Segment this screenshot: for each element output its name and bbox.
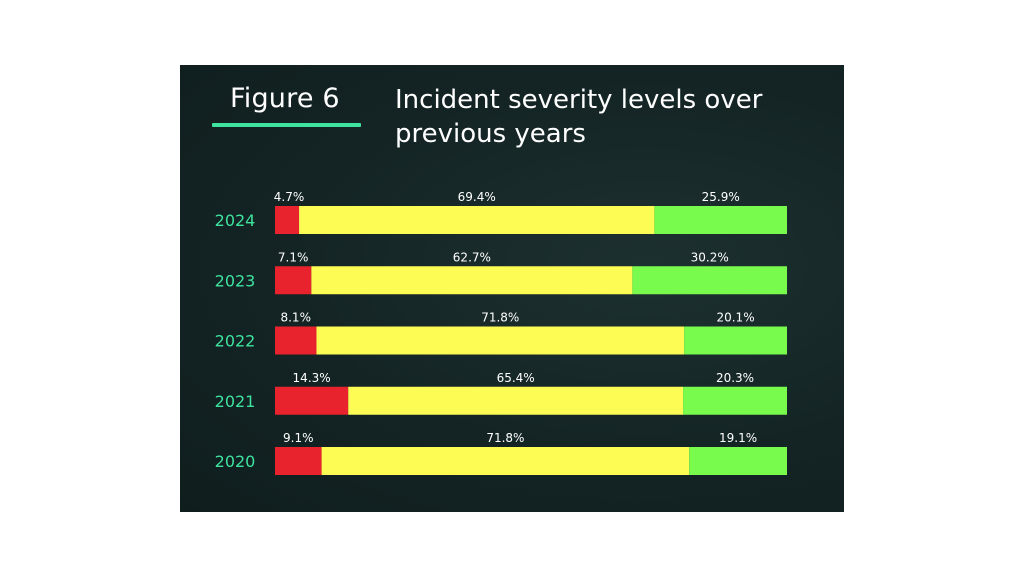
- value-label-2020-high: 9.1%: [283, 431, 314, 445]
- year-label-2023: 2023: [215, 271, 256, 290]
- year-label-2024: 2024: [215, 211, 256, 230]
- value-label-2023-medium: 62.7%: [453, 250, 491, 264]
- value-label-2021-high: 14.3%: [293, 371, 331, 385]
- bar-2022-medium: [316, 326, 685, 355]
- year-label-2021: 2021: [215, 392, 256, 411]
- bar-2020-high: [275, 447, 322, 475]
- value-label-2021-medium: 65.4%: [497, 371, 535, 385]
- value-label-2021-low: 20.3%: [716, 371, 754, 385]
- value-label-2023-high: 7.1%: [278, 250, 309, 264]
- chart-title: Incident severity levels over previous y…: [395, 85, 763, 149]
- bar-2020-low: [689, 447, 787, 475]
- stacked-bar-chart: 2024 4.7% 69.4% 25.9% 2023 7.1% 62.7% 30.2% 2022…: [215, 190, 787, 475]
- bar-2021-low: [683, 386, 787, 415]
- figure-underline: [212, 123, 361, 127]
- value-label-2020-low: 19.1%: [719, 431, 757, 445]
- bar-2021-high: [275, 386, 349, 415]
- bar-2023-low: [632, 266, 787, 295]
- bar-2022-high: [275, 326, 317, 355]
- bar-2024-high: [275, 206, 300, 234]
- value-label-2024-medium: 69.4%: [458, 190, 496, 204]
- value-label-2024-low: 25.9%: [702, 190, 740, 204]
- value-label-2022-medium: 71.8%: [481, 311, 519, 325]
- bar-2023-high: [275, 266, 312, 295]
- bar-2024-medium: [299, 206, 655, 234]
- bar-2020-medium: [321, 447, 690, 475]
- chart-panel: Figure 6 Incident severity levels over p…: [180, 65, 844, 512]
- value-label-2022-high: 8.1%: [280, 311, 311, 325]
- value-label-2023-low: 30.2%: [691, 250, 729, 264]
- bar-2023-medium: [311, 266, 633, 295]
- year-label-2022: 2022: [215, 332, 256, 351]
- bar-2022-low: [684, 326, 787, 355]
- value-label-2020-medium: 71.8%: [486, 431, 524, 445]
- year-label-2020: 2020: [215, 452, 256, 471]
- value-label-2022-low: 20.1%: [716, 311, 754, 325]
- value-label-2024-high: 4.7%: [274, 190, 305, 204]
- bar-2024-low: [654, 206, 787, 234]
- bar-2021-medium: [348, 386, 684, 415]
- figure-label: Figure 6: [230, 83, 340, 114]
